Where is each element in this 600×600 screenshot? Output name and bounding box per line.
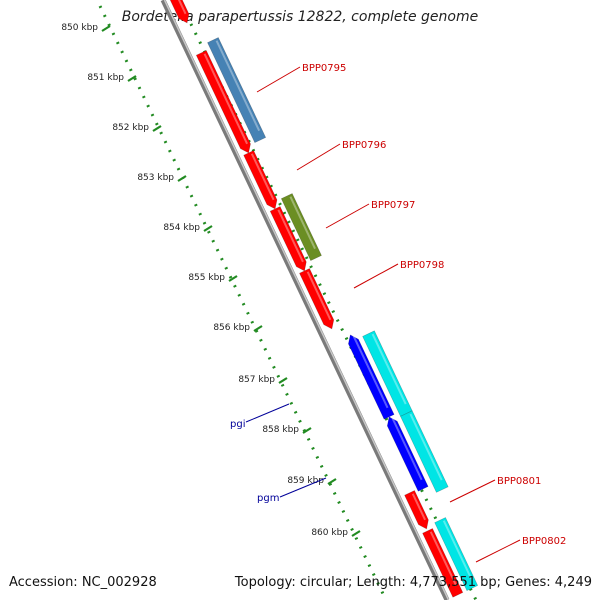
cds-pgi-highlight [371, 333, 407, 405]
gene-label-bpp0795: BPP0795 [302, 63, 346, 74]
ruler-tick [177, 175, 187, 182]
cds-pgm-highlight [409, 413, 443, 481]
cds-blue-2-highlight [391, 417, 423, 481]
label-connector [256, 66, 301, 93]
cds-bpp0797 [269, 206, 307, 272]
cds-blue-1 [348, 334, 395, 420]
cds-bpp0801-highlight [411, 493, 426, 521]
cds-bpp0796-highlight [250, 153, 275, 201]
label-connector [279, 477, 327, 498]
gene-label-pgm: pgm [257, 493, 279, 504]
cds-steelblue-highlight [215, 40, 261, 132]
label-connector [245, 403, 290, 423]
cds-bpp0794-highlight [177, 0, 187, 15]
cds-bpp0795 [195, 50, 251, 154]
cds-olive-highlight [289, 196, 316, 250]
ruler-tick [278, 377, 288, 384]
ruler-tick [302, 427, 312, 434]
ruler-label: 855 kbp [188, 273, 225, 283]
cds-bpp0797-highlight [277, 209, 304, 263]
gene-label-bpp0802: BPP0802 [522, 536, 566, 547]
cds-bpp0802-highlight [429, 531, 458, 587]
gene-label-bpp0798: BPP0798 [400, 260, 444, 271]
ruler-tick [253, 325, 263, 332]
ruler-label: 860 kbp [311, 528, 348, 538]
ruler-tick [351, 530, 361, 537]
label-connector [353, 263, 399, 289]
ruler-label: 853 kbp [137, 173, 174, 183]
ruler-label: 858 kbp [262, 425, 299, 435]
genome-backbone [160, 0, 450, 600]
ruler-tick [127, 75, 137, 82]
cds-bpp0798 [299, 268, 335, 330]
ruler-label: 856 kbp [213, 323, 250, 333]
cds-bpp0798-highlight [306, 271, 332, 321]
ruler-label: 859 kbp [287, 476, 324, 486]
cds-blue-1-highlight [352, 335, 389, 409]
genome-summary-text: Topology: circular; Length: 4,773,551 bp… [234, 575, 592, 590]
ruler-label: 857 kbp [238, 375, 275, 385]
label-connector [475, 539, 521, 563]
ruler-tick [228, 275, 238, 282]
cds-bpp0794 [169, 0, 190, 24]
gene-label-pgi: pgi [230, 419, 245, 430]
cds-pgm [400, 410, 449, 493]
ruler-tick [152, 125, 162, 132]
cds-cyan-right [434, 517, 479, 591]
cds-bpp0795-highlight [203, 53, 249, 145]
gene-label-bpp0801: BPP0801 [497, 476, 541, 487]
ruler-tick [327, 478, 337, 485]
label-connector [325, 203, 370, 229]
ruler-label: 852 kbp [112, 123, 149, 133]
label-connector [449, 479, 496, 503]
genome-backbone-highlight [163, 0, 450, 600]
map-title: Bordetella parapertussis 12822, complete… [121, 9, 479, 25]
cds-steelblue [207, 37, 267, 143]
cds-cyan-right-highlight [442, 520, 473, 580]
ruler-label: 850 kbp [61, 23, 98, 33]
ruler-tick [101, 25, 111, 32]
cds-olive [280, 193, 322, 261]
cds-bpp0802 [422, 528, 464, 598]
accession-text: Accession: NC_002928 [9, 575, 157, 590]
ruler-tick [203, 225, 213, 232]
cds-bpp0801 [404, 490, 429, 530]
gene-label-bpp0796: BPP0796 [342, 140, 386, 151]
cds-bpp0796 [243, 150, 278, 210]
ruler-label: 854 kbp [163, 223, 200, 233]
ruler-label: 851 kbp [87, 73, 124, 83]
label-connector [296, 143, 341, 171]
cds-blue-2 [386, 416, 429, 492]
gene-label-bpp0797: BPP0797 [371, 200, 415, 211]
